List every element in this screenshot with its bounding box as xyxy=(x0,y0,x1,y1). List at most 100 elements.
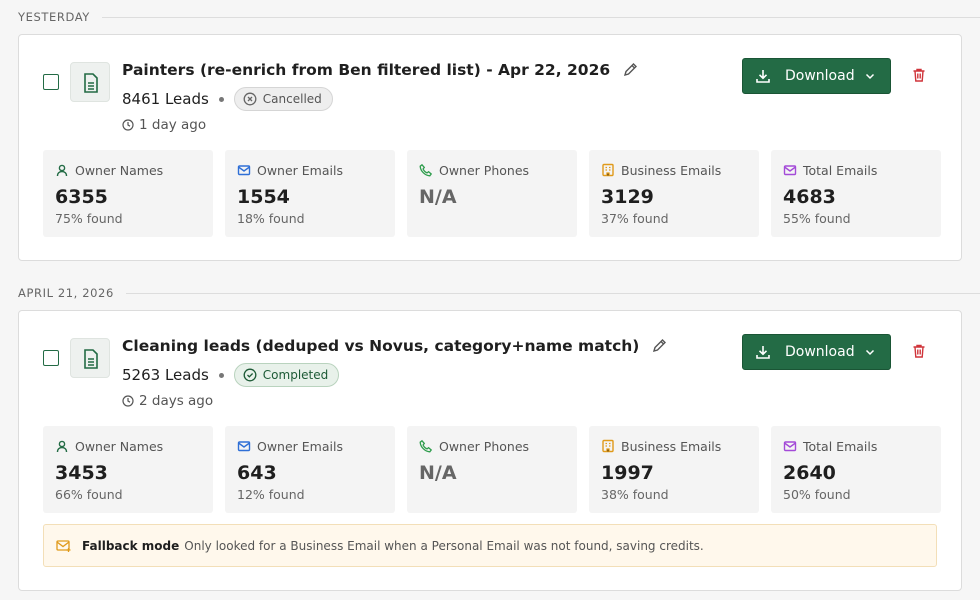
status-icon-svg xyxy=(243,368,257,382)
download-icon xyxy=(755,344,771,360)
stat-card: Owner Phones N/A xyxy=(407,426,577,513)
file-icon xyxy=(70,62,110,102)
stat-found: 50% found xyxy=(783,487,851,502)
stats-row: Owner Names 3453 66% found Owner Emails 643 1… xyxy=(19,426,961,513)
stat-label: Owner Names xyxy=(75,438,164,454)
chevron-icon-svg xyxy=(865,349,875,356)
chevron-icon xyxy=(864,70,876,82)
stat-found: 75% found xyxy=(55,211,123,226)
stat-value: 643 xyxy=(237,462,277,484)
stat-found: 38% found xyxy=(601,487,669,502)
stat-icon xyxy=(419,439,439,453)
checkbox[interactable] xyxy=(43,74,59,90)
chevron-icon-svg xyxy=(865,73,875,80)
group-header: YESTERDAY xyxy=(0,0,980,34)
stat-label: Owner Emails xyxy=(257,438,343,454)
download-button[interactable]: Download xyxy=(742,334,891,370)
stat-icon-svg xyxy=(56,440,68,453)
lead-count: 5263 Leads xyxy=(122,366,209,384)
file-icon xyxy=(70,338,110,378)
status-icon xyxy=(243,368,263,382)
stat-icon-svg xyxy=(783,165,797,176)
download-icon xyxy=(755,68,771,84)
stat-label-row: Business Emails xyxy=(601,162,759,178)
stat-label: Owner Phones xyxy=(439,438,530,454)
export-card: Painters (re-enrich from Ben filtered li… xyxy=(18,34,962,261)
stat-value: 3129 xyxy=(601,186,654,208)
stat-found: 55% found xyxy=(783,211,851,226)
clock-icon xyxy=(122,119,139,131)
stat-label-row: Business Emails xyxy=(601,438,759,454)
edit-button-svg xyxy=(624,63,638,77)
stat-value: 6355 xyxy=(55,186,108,208)
stat-value: N/A xyxy=(419,186,457,208)
stat-card: Total Emails 4683 55% found xyxy=(771,150,941,237)
stat-label-row: Owner Emails xyxy=(237,162,395,178)
stat-found: 66% found xyxy=(55,487,123,502)
edit-button[interactable] xyxy=(651,338,667,354)
stat-label: Business Emails xyxy=(621,438,722,454)
stat-label: Business Emails xyxy=(621,162,722,178)
stat-icon-svg xyxy=(602,439,614,453)
stat-label: Owner Emails xyxy=(257,162,343,178)
status-text: Cancelled xyxy=(262,92,322,106)
stats-row: Owner Names 6355 75% found Owner Emails 1554… xyxy=(19,150,961,237)
leads-row: 8461 Leads Cancelled xyxy=(122,87,333,111)
stat-card: Owner Names 3453 66% found xyxy=(43,426,213,513)
edit-button-svg xyxy=(653,339,667,353)
stat-icon-svg xyxy=(419,439,433,453)
stat-icon-svg xyxy=(783,441,797,452)
stat-label-row: Owner Phones xyxy=(419,438,577,454)
card-header: Cleaning leads (deduped vs Novus, catego… xyxy=(19,311,961,426)
lead-count: 8461 Leads xyxy=(122,90,209,108)
stat-label-row: Owner Names xyxy=(55,162,213,178)
divider xyxy=(125,292,980,294)
edit-button[interactable] xyxy=(622,62,638,78)
note-icon xyxy=(56,539,82,553)
relative-time: 2 days ago xyxy=(139,393,214,409)
stat-icon-svg xyxy=(56,164,68,177)
stat-value: 2640 xyxy=(783,462,836,484)
status-icon xyxy=(243,92,263,106)
stat-value: 1997 xyxy=(601,462,654,484)
export-title: Painters (re-enrich from Ben filtered li… xyxy=(122,59,638,81)
checkbox[interactable] xyxy=(43,350,59,366)
divider xyxy=(101,16,980,18)
stat-card: Business Emails 3129 37% found xyxy=(589,150,759,237)
separator-dot xyxy=(218,372,224,378)
stat-icon xyxy=(55,163,75,177)
stat-icon xyxy=(237,439,257,453)
relative-time: 1 day ago xyxy=(139,117,207,133)
stat-icon-svg xyxy=(237,165,251,176)
group-header: APRIL 21, 2026 xyxy=(0,276,980,310)
download-button[interactable]: Download xyxy=(742,58,891,94)
export-title: Cleaning leads (deduped vs Novus, catego… xyxy=(122,335,667,357)
leads-row: 5263 Leads Completed xyxy=(122,363,340,387)
separator-dot xyxy=(218,96,224,102)
stat-label-row: Owner Phones xyxy=(419,162,577,178)
stat-icon xyxy=(55,439,75,453)
download-label: Download xyxy=(785,344,855,360)
note-icon-svg xyxy=(56,539,71,552)
stat-label-row: Total Emails xyxy=(783,438,941,454)
delete-button[interactable] xyxy=(911,67,927,83)
file-glyph-svg xyxy=(84,349,98,369)
status-icon-svg xyxy=(243,92,257,106)
delete-button[interactable] xyxy=(911,343,927,359)
download-icon-svg xyxy=(756,346,770,359)
stat-card: Total Emails 2640 50% found xyxy=(771,426,941,513)
group-label: APRIL 21, 2026 xyxy=(18,286,114,300)
stat-card: Owner Phones N/A xyxy=(407,150,577,237)
stat-icon xyxy=(419,163,439,177)
clock-icon-svg xyxy=(122,395,134,407)
stat-label-row: Owner Names xyxy=(55,438,213,454)
stat-label-row: Owner Emails xyxy=(237,438,395,454)
time-row: 2 days ago xyxy=(122,393,213,409)
stat-card: Owner Emails 1554 18% found xyxy=(225,150,395,237)
stat-label-row: Total Emails xyxy=(783,162,941,178)
download-label: Download xyxy=(785,68,855,84)
group-label: YESTERDAY xyxy=(18,10,90,24)
status-badge: Cancelled xyxy=(233,87,333,111)
stat-found: 18% found xyxy=(237,211,305,226)
